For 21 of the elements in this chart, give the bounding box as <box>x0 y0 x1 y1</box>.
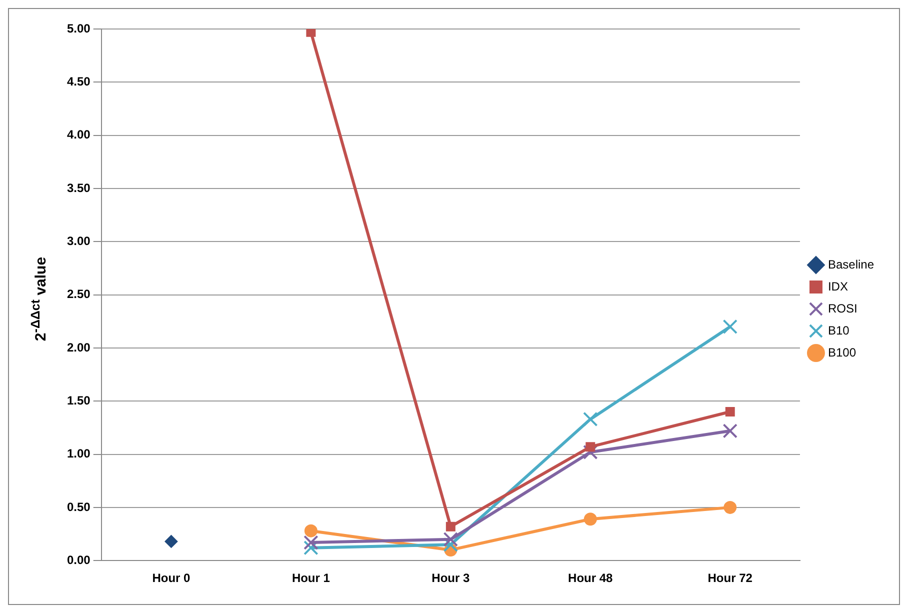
y-tick-label: 3.50 <box>66 180 91 195</box>
x-tick-label: Hour 0 <box>152 571 191 586</box>
y-tick-label: 2.50 <box>66 287 91 302</box>
y-tick-label: 0.50 <box>66 500 91 514</box>
legend-label: ROSI <box>828 301 858 316</box>
legend-label: B10 <box>828 323 850 338</box>
legend-label: Baseline <box>828 257 874 272</box>
y-tick-label: 1.00 <box>66 446 91 461</box>
y-tick-label: 0.00 <box>66 552 91 567</box>
x-tick-label: Hour 3 <box>432 571 470 586</box>
y-tick-label: 3.00 <box>66 234 91 248</box>
y-tick-label: 5.00 <box>66 21 91 36</box>
legend-label: IDX <box>828 279 848 294</box>
y-tick-label: 4.50 <box>66 74 91 88</box>
y-tick-label: 2.00 <box>66 340 91 354</box>
y-tick-label: 4.00 <box>66 128 91 142</box>
x-tick-label: Hour 72 <box>708 571 753 586</box>
y-tick-label: 1.50 <box>66 393 91 408</box>
legend-label: B100 <box>828 345 856 360</box>
x-tick-label: Hour 48 <box>568 571 614 586</box>
x-tick-label: Hour 1 <box>292 571 330 586</box>
